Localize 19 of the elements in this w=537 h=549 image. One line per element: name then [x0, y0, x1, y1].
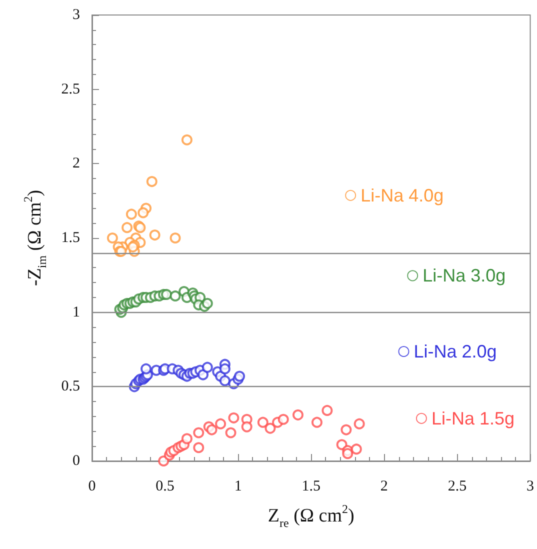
y-tick-label: 3	[72, 7, 80, 23]
y-tick-label: 0.5	[61, 378, 80, 395]
y-tick-label: 1	[72, 304, 80, 320]
legend-label: Li-Na 3.0g	[422, 266, 506, 286]
x-tick-label: 2.5	[448, 478, 467, 494]
x-tick-label: 1	[234, 478, 242, 494]
y-tick-label: 1.5	[61, 230, 80, 246]
legend-label: Li-Na 4.0g	[360, 185, 444, 206]
y-axis-title: -Zim (Ω cm2)	[21, 190, 49, 286]
x-tick-label: 0.5	[156, 478, 174, 494]
x-tick-label: 2	[380, 478, 388, 494]
legend-label: Li-Na 1.5g	[431, 408, 515, 428]
y-tick-label: 2	[72, 156, 80, 172]
x-tick-label: 0	[88, 478, 96, 494]
y-tick-label: 2.5	[61, 81, 80, 98]
legend-label: Li-Na 2.0g	[414, 342, 497, 362]
x-tick-label: 1.5	[302, 478, 320, 494]
x-tick-label: 3	[526, 478, 534, 494]
y-tick-label: 0	[72, 453, 80, 469]
